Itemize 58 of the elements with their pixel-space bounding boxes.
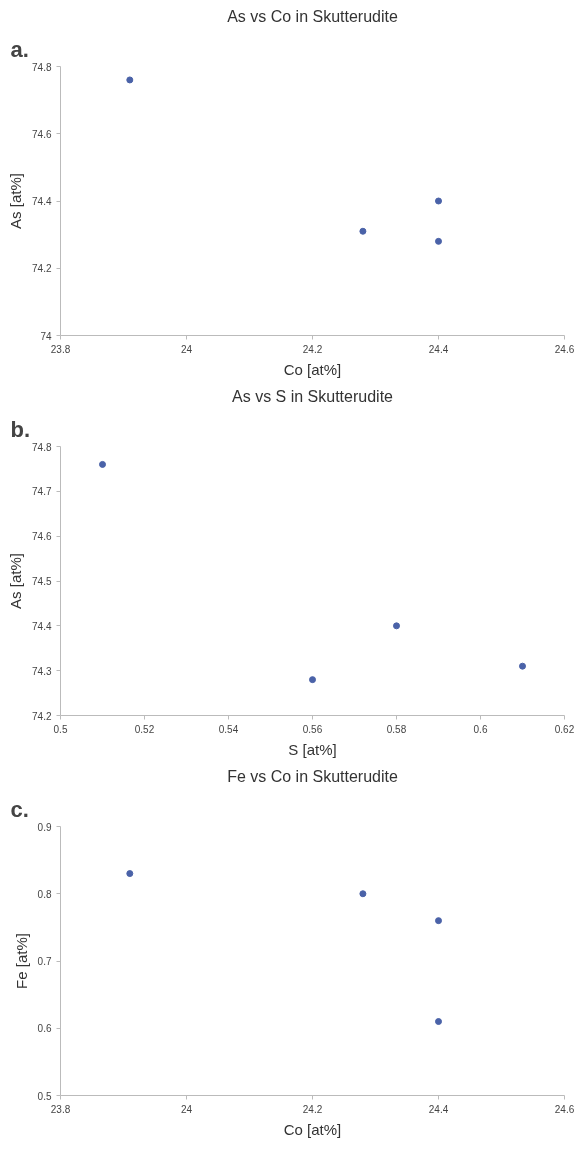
x-tick-label: 23.8	[50, 1103, 71, 1115]
chart-title: As vs S in Skutterudite	[232, 387, 394, 405]
y-axis-title: Fe [at%]	[12, 933, 30, 989]
text: a.	[10, 36, 29, 62]
point	[435, 237, 442, 245]
text: c.	[10, 796, 29, 822]
x-tick-label: 24.2	[302, 343, 323, 355]
point	[359, 227, 367, 235]
y-tick-label: 74.4	[32, 196, 52, 207]
point	[99, 460, 106, 468]
x-tick-label: 23.8	[50, 343, 71, 355]
y-tick-label: 74.8	[32, 441, 52, 453]
y-tick-label: 74.8	[32, 61, 52, 73]
y-tick-label: 0.5	[37, 1090, 52, 1102]
x-tick-label: 0.62	[554, 723, 575, 735]
point	[435, 1018, 442, 1026]
x-tick-label: 0.56	[302, 723, 323, 735]
x-tick-label: 24.6	[554, 1103, 575, 1115]
y-tick-label: 0.8	[37, 888, 52, 900]
y-tick-label: 74.6	[32, 128, 52, 140]
x-tick-label: 24	[180, 1103, 193, 1115]
point	[126, 76, 134, 84]
x-tick-label: 24.4	[428, 343, 449, 355]
x-tick-label: 0.52	[134, 723, 155, 735]
chart-title: As vs Co in Skutterudite	[227, 7, 398, 25]
chart-title: Fe vs Co in Skutterudite	[227, 767, 398, 785]
y-tick-label: 74.5	[32, 576, 52, 587]
point	[309, 676, 316, 684]
y-tick-label: 74.2	[32, 263, 52, 275]
point	[126, 870, 134, 878]
point	[393, 622, 400, 630]
y-tick-label: 74.7	[32, 486, 52, 498]
y-tick-label: 74	[40, 330, 52, 342]
point	[435, 197, 442, 205]
point	[519, 662, 526, 670]
x-tick-label: 24	[180, 343, 193, 355]
point	[435, 917, 442, 925]
x-tick-label: 24.2	[302, 1103, 323, 1115]
text: b.	[10, 416, 31, 442]
x-axis-title: S [at%]	[288, 740, 337, 758]
y-tick-label: 74.4	[32, 620, 52, 632]
y-tick-label: 74.2	[32, 710, 52, 722]
y-tick-label: 0.6	[37, 1023, 52, 1035]
x-tick-label: 0.5	[53, 723, 68, 735]
y-tick-label: 0.7	[37, 956, 52, 967]
y-tick-label: 74.3	[32, 665, 52, 677]
x-axis-title: Co [at%]	[283, 360, 342, 378]
x-tick-label: 0.6	[473, 723, 488, 735]
y-axis-title: As [at%]	[7, 173, 25, 229]
point	[359, 890, 367, 898]
x-axis-title: Co [at%]	[283, 1120, 342, 1138]
x-tick-label: 24.6	[554, 343, 575, 355]
y-tick-label: 74.6	[32, 531, 52, 543]
x-tick-label: 24.4	[428, 1103, 449, 1115]
y-tick-label: 0.9	[37, 821, 52, 833]
y-axis-title: As [at%]	[7, 553, 25, 609]
x-tick-label: 0.54	[218, 723, 239, 735]
x-tick-label: 0.58	[386, 723, 407, 735]
